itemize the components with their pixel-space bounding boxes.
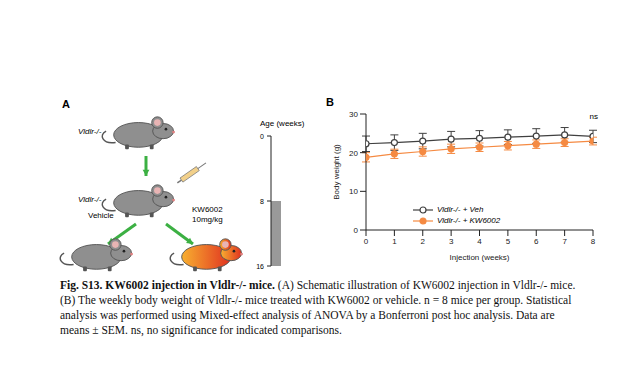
svg-text:Age (weeks): Age (weeks) xyxy=(260,119,305,128)
svg-text:30: 30 xyxy=(349,110,358,119)
svg-text:Vldlr-/-: Vldlr-/- xyxy=(78,195,102,204)
svg-text:8: 8 xyxy=(591,237,596,246)
svg-text:0: 0 xyxy=(354,226,359,235)
svg-text:7: 7 xyxy=(562,237,567,246)
svg-text:3: 3 xyxy=(449,237,454,246)
svg-text:A: A xyxy=(62,98,70,110)
svg-text:1: 1 xyxy=(392,237,397,246)
svg-text:KW6002: KW6002 xyxy=(192,205,223,214)
svg-text:Vldlr-/-: Vldlr-/- xyxy=(78,127,102,136)
html-text:Vldlr-/- + Veh: Vldlr-/- + Veh xyxy=(437,205,484,214)
svg-text:6: 6 xyxy=(534,237,539,246)
svg-text:10: 10 xyxy=(349,187,358,196)
svg-text:Vehicle: Vehicle xyxy=(88,211,114,220)
svg-text:0: 0 xyxy=(260,133,264,140)
svg-text:Injection (weeks): Injection (weeks) xyxy=(449,253,509,262)
svg-text:16: 16 xyxy=(256,263,264,270)
html-text:Vldlr-/- + KW6002: Vldlr-/- + KW6002 xyxy=(437,216,501,225)
html-text:B: B xyxy=(326,96,334,108)
svg-text:2: 2 xyxy=(421,237,426,246)
html-text:Fig. S13. KW6002 injection in: Fig. S13. KW6002 injection in Vldlr-/- m… xyxy=(60,279,576,336)
html-text:ns: ns xyxy=(589,112,598,121)
svg-text:0: 0 xyxy=(364,237,369,246)
svg-text:20: 20 xyxy=(349,149,358,158)
svg-text:Body weight (g): Body weight (g) xyxy=(332,144,341,200)
svg-text:10mg/kg: 10mg/kg xyxy=(192,215,223,224)
svg-text:4: 4 xyxy=(477,237,482,246)
svg-text:5: 5 xyxy=(506,237,511,246)
svg-text:8: 8 xyxy=(260,198,264,205)
